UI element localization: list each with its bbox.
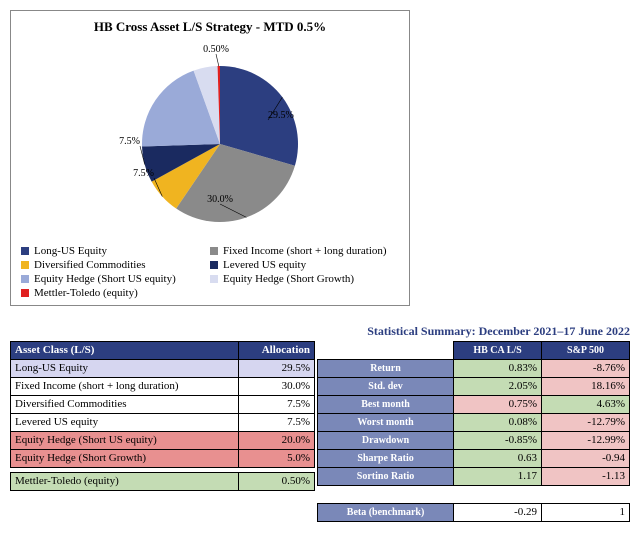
legend-label: Long-US Equity <box>34 245 107 257</box>
asset-alloc: 7.5% <box>239 414 315 432</box>
stat-value: 0.83% <box>454 360 542 378</box>
stat-value: -12.99% <box>542 432 630 450</box>
stat-value: 1 <box>542 504 630 522</box>
table-row: Mettler-Toledo (equity)0.50% <box>11 473 315 491</box>
table-row: Equity Hedge (Short Growth)5.0% <box>11 450 315 468</box>
table-row: Worst month0.08%-12.79% <box>318 414 630 432</box>
stat-value: -1.13 <box>542 468 630 486</box>
asset-alloc: 30.0% <box>239 378 315 396</box>
stat-value: -0.85% <box>454 432 542 450</box>
stat-value: 1.17 <box>454 468 542 486</box>
legend-item: Long-US Equity <box>21 245 210 257</box>
stat-metric: Drawdown <box>318 432 454 450</box>
table-row: Best month0.75%4.63% <box>318 396 630 414</box>
pie-slice-label: 7.5% <box>133 168 154 179</box>
stats-header-col1: HB CA L/S <box>454 342 542 360</box>
stats-blank <box>318 342 454 360</box>
stat-value: 2.05% <box>454 378 542 396</box>
table-row: Beta (benchmark)-0.291 <box>318 504 630 522</box>
legend-label: Fixed Income (short + long duration) <box>223 245 387 257</box>
table-row: Sharpe Ratio0.63-0.94 <box>318 450 630 468</box>
pie-slice-label: 0.50% <box>203 44 229 55</box>
stat-metric: Beta (benchmark) <box>318 504 454 522</box>
asset-alloc: 0.50% <box>239 473 315 491</box>
legend-swatch <box>210 247 218 255</box>
asset-name: Levered US equity <box>11 414 239 432</box>
stats-header-col2: S&P 500 <box>542 342 630 360</box>
stats-title: Statistical Summary: December 2021–17 Ju… <box>10 324 630 339</box>
stat-metric: Std. dev <box>318 378 454 396</box>
stat-metric: Best month <box>318 396 454 414</box>
asset-name: Equity Hedge (Short Growth) <box>11 450 239 468</box>
legend-item: Equity Hedge (Short Growth) <box>210 273 399 285</box>
stat-value: -0.94 <box>542 450 630 468</box>
stat-value: 18.16% <box>542 378 630 396</box>
stats-table: HB CA L/S S&P 500 Return0.83%-8.76%Std. … <box>317 341 630 522</box>
pie-chart-container: HB Cross Asset L/S Strategy - MTD 0.5% 2… <box>10 10 410 306</box>
table-row: Sortino Ratio1.17-1.13 <box>318 468 630 486</box>
stat-value: -0.29 <box>454 504 542 522</box>
stat-metric: Worst month <box>318 414 454 432</box>
table-row: Std. dev2.05%18.16% <box>318 378 630 396</box>
legend-item: Diversified Commodities <box>21 259 210 271</box>
stat-metric: Sortino Ratio <box>318 468 454 486</box>
asset-name: Mettler-Toledo (equity) <box>11 473 239 491</box>
legend-item: Fixed Income (short + long duration) <box>210 245 399 257</box>
alloc-header-asset: Asset Class (L/S) <box>11 342 239 360</box>
table-row: Long-US Equity29.5% <box>11 360 315 378</box>
legend-label: Mettler-Toledo (equity) <box>34 287 138 299</box>
pie-slice-label: 7.5% <box>119 136 140 147</box>
allocation-table: Asset Class (L/S) Allocation Long-US Equ… <box>10 341 315 491</box>
chart-legend: Long-US Equity Fixed Income (short + long… <box>21 245 399 301</box>
stat-value: 0.75% <box>454 396 542 414</box>
stat-value: -12.79% <box>542 414 630 432</box>
legend-swatch <box>21 247 29 255</box>
asset-alloc: 29.5% <box>239 360 315 378</box>
legend-label: Equity Hedge (Short Growth) <box>223 273 354 285</box>
stat-metric: Sharpe Ratio <box>318 450 454 468</box>
pie-slice-label: 29.5% <box>268 110 294 121</box>
legend-swatch <box>210 261 218 269</box>
asset-name: Equity Hedge (Short US equity) <box>11 432 239 450</box>
chart-title: HB Cross Asset L/S Strategy - MTD 0.5% <box>21 19 399 35</box>
stat-value: 4.63% <box>542 396 630 414</box>
stat-value: 0.63 <box>454 450 542 468</box>
alloc-header-allocation: Allocation <box>239 342 315 360</box>
legend-label: Levered US equity <box>223 259 306 271</box>
asset-name: Long-US Equity <box>11 360 239 378</box>
pie-slice-label: 30.0% <box>207 194 233 205</box>
tables-row: Asset Class (L/S) Allocation Long-US Equ… <box>10 341 630 522</box>
table-row: Drawdown-0.85%-12.99% <box>318 432 630 450</box>
asset-name: Diversified Commodities <box>11 396 239 414</box>
legend-swatch <box>21 289 29 297</box>
asset-alloc: 7.5% <box>239 396 315 414</box>
legend-label: Diversified Commodities <box>34 259 146 271</box>
legend-swatch <box>210 275 218 283</box>
asset-alloc: 20.0% <box>239 432 315 450</box>
asset-alloc: 5.0% <box>239 450 315 468</box>
stat-metric: Return <box>318 360 454 378</box>
table-row: Diversified Commodities7.5% <box>11 396 315 414</box>
table-row: Fixed Income (short + long duration)30.0… <box>11 378 315 396</box>
legend-swatch <box>21 275 29 283</box>
legend-item: Levered US equity <box>210 259 399 271</box>
legend-swatch <box>21 261 29 269</box>
asset-name: Fixed Income (short + long duration) <box>11 378 239 396</box>
table-row: Equity Hedge (Short US equity)20.0% <box>11 432 315 450</box>
pie-chart: 29.5% 30.0% 7.5% 7.5% 0.50% <box>21 39 399 239</box>
stat-value: 0.08% <box>454 414 542 432</box>
legend-item: Equity Hedge (Short US equity) <box>21 273 210 285</box>
legend-label: Equity Hedge (Short US equity) <box>34 273 176 285</box>
table-row: Return0.83%-8.76% <box>318 360 630 378</box>
legend-item: Mettler-Toledo (equity) <box>21 287 210 299</box>
stat-value: -8.76% <box>542 360 630 378</box>
table-row: Levered US equity7.5% <box>11 414 315 432</box>
